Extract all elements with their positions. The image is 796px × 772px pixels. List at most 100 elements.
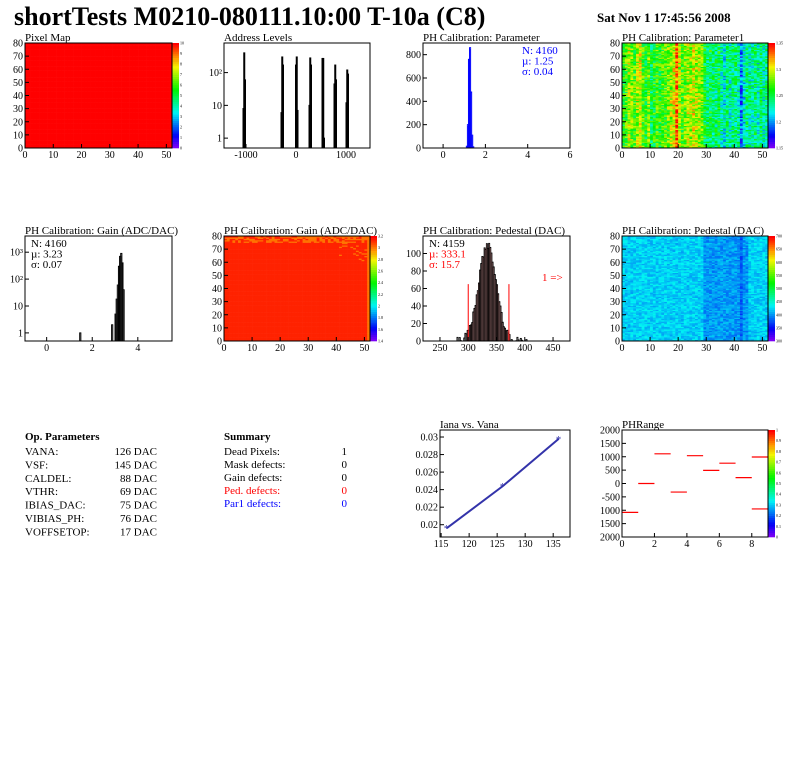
heatmap-cell	[101, 88, 105, 91]
heatmap-cell	[92, 141, 96, 144]
heatmap-cell	[53, 146, 57, 149]
heatmap-cell	[112, 146, 116, 149]
heatmap-cell	[33, 117, 37, 120]
heatmap-cell	[98, 115, 102, 117]
heatmap-cell	[64, 58, 68, 61]
palette-swatch	[172, 76, 179, 79]
heatmap-cell	[112, 102, 116, 104]
heatmap-cell	[53, 144, 57, 146]
heatmap-cell	[56, 52, 60, 54]
palette-swatch	[172, 99, 179, 103]
heatmap-cell	[78, 62, 82, 65]
heatmap-cell	[58, 75, 63, 78]
heatmap-cell	[92, 116, 96, 119]
heatmap-cell	[47, 115, 51, 117]
heatmap-cell	[27, 144, 31, 146]
heatmap-cell	[75, 129, 80, 132]
heatmap-cell	[44, 77, 48, 79]
heatmap-cell	[109, 119, 113, 121]
heatmap-cell	[50, 95, 54, 98]
heatmap-cell	[30, 116, 34, 119]
heatmap-cell	[90, 56, 94, 58]
heatmap-cell	[53, 99, 57, 102]
heatmap-cell	[118, 100, 122, 103]
heatmap-cell	[33, 78, 37, 81]
heatmap-cell	[56, 94, 60, 96]
heatmap-cell	[109, 95, 113, 98]
heatmap-cell	[106, 100, 111, 103]
heatmap-cell	[67, 91, 71, 94]
heatmap-cell	[61, 43, 65, 45]
heatmap-cell	[115, 137, 119, 140]
heatmap-cell	[73, 129, 77, 132]
heatmap-cell	[70, 86, 74, 88]
heatmap-cell	[64, 48, 68, 50]
heatmap-cell	[90, 91, 94, 94]
heatmap-cell	[67, 92, 71, 95]
heatmap-cell	[78, 100, 82, 103]
heatmap-cell	[47, 78, 51, 81]
heatmap-cell	[87, 94, 91, 96]
heatmap-cell	[75, 85, 80, 87]
heatmap-cell	[36, 62, 40, 65]
heatmap-cell	[39, 138, 43, 141]
heatmap-cell	[98, 45, 102, 48]
heatmap-cell	[64, 54, 68, 57]
heatmap-cell	[78, 106, 82, 108]
heatmap-cell	[61, 124, 65, 126]
heatmap-cell	[47, 64, 51, 66]
heatmap-cell	[81, 134, 85, 137]
heatmap-cell	[64, 136, 68, 138]
heatmap-cell	[47, 87, 51, 90]
heatmap-cell	[47, 112, 51, 115]
heatmap-cell	[56, 109, 60, 112]
y-tick-label: 10	[212, 101, 222, 112]
heatmap-cell	[47, 129, 51, 132]
heatmap-cell	[39, 58, 43, 61]
heatmap-cell	[56, 96, 60, 99]
heatmap-cell	[98, 43, 102, 45]
heatmap-cell	[47, 90, 51, 92]
heatmap-cell	[30, 119, 34, 121]
heatmap-cell	[87, 58, 91, 61]
timestamp: Sat Nov 1 17:45:56 2008	[597, 10, 731, 25]
heatmap-cell	[87, 66, 91, 69]
heatmap-cell	[53, 120, 57, 123]
heatmap-cell	[61, 99, 65, 102]
heatmap-cell	[27, 64, 31, 66]
heatmap-cell	[112, 141, 116, 144]
heatmap-cell	[25, 66, 29, 69]
heatmap-cell	[87, 81, 91, 83]
heatmap-cell	[90, 137, 94, 140]
heatmap-cell	[87, 123, 91, 125]
heatmap-cell	[25, 99, 29, 102]
heatmap-cell	[44, 83, 48, 86]
heatmap-cell	[67, 64, 71, 66]
heatmap-cell	[36, 102, 40, 104]
heatmap-cell	[109, 120, 113, 123]
heatmap-cell	[109, 134, 113, 137]
heatmap-cell	[81, 100, 85, 103]
heatmap-cell	[112, 119, 116, 121]
heatmap-cell	[95, 82, 99, 84]
heatmap-cell	[50, 124, 54, 126]
heatmap-cell	[36, 119, 40, 121]
heatmap-cell	[75, 43, 80, 45]
heatmap-cell	[64, 87, 68, 90]
heatmap-cell	[90, 103, 94, 105]
heatmap-cell	[61, 113, 65, 116]
heatmap-cell	[101, 115, 105, 117]
heatmap-cell	[109, 104, 113, 107]
heatmap-cell	[121, 144, 125, 146]
heatmap-cell	[41, 120, 46, 123]
heatmap-cell	[106, 137, 111, 140]
heatmap-cell	[64, 79, 68, 82]
heatmap-cell	[118, 116, 122, 119]
heatmap-cell	[58, 85, 63, 87]
heatmap-cell	[58, 64, 63, 66]
heatmap-cell	[112, 74, 116, 77]
heatmap-cell	[44, 127, 48, 129]
heatmap-cell	[61, 54, 65, 57]
heatmap-cell	[61, 56, 65, 58]
heatmap-cell	[109, 128, 113, 130]
